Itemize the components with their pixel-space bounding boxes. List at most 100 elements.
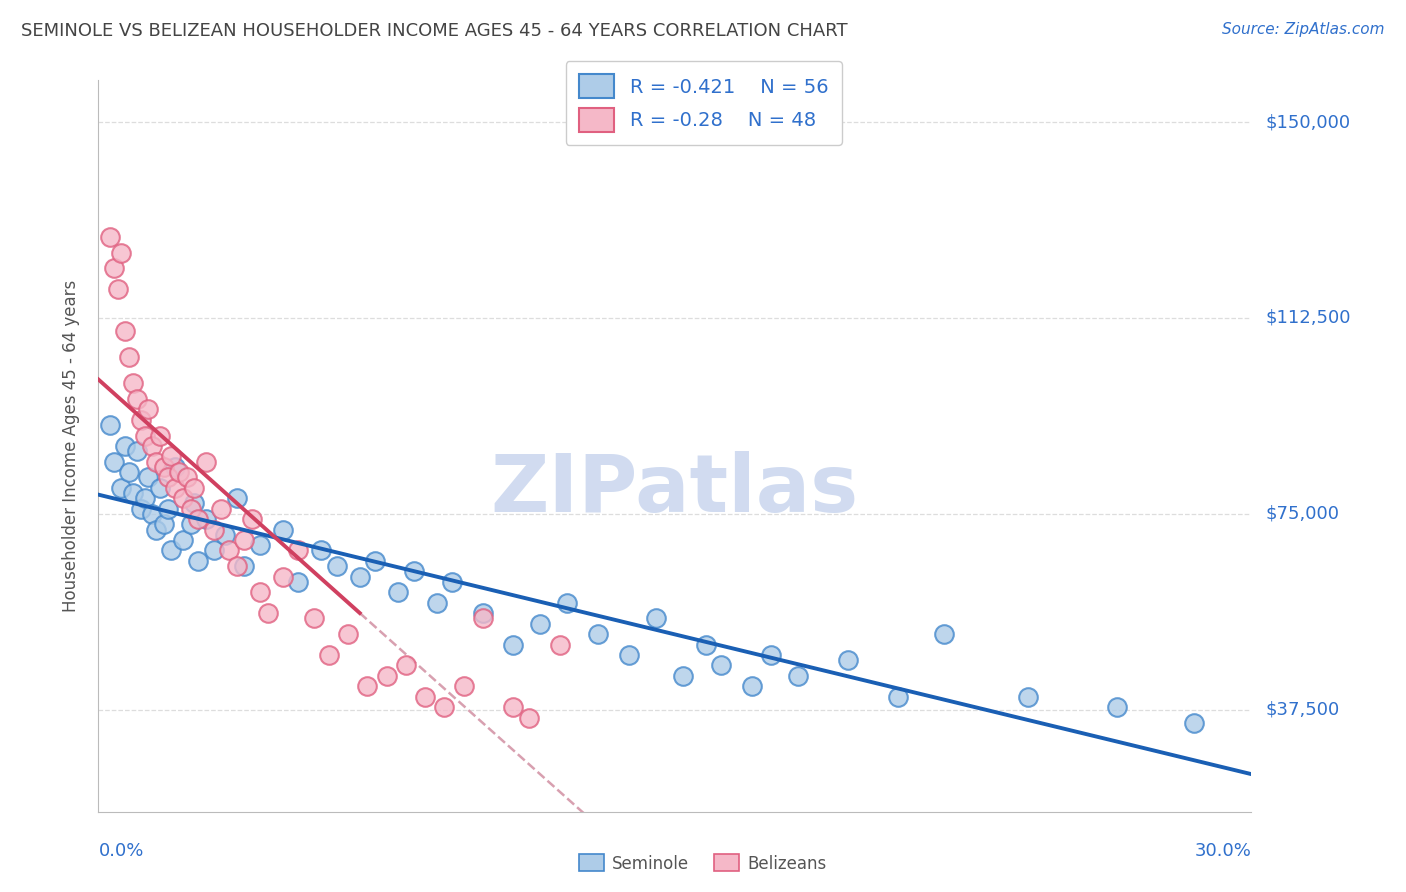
Point bbox=[160, 450, 183, 464]
Point bbox=[125, 444, 148, 458]
Point bbox=[395, 658, 418, 673]
Point bbox=[502, 700, 524, 714]
Point bbox=[529, 616, 551, 631]
Point bbox=[187, 554, 209, 568]
Text: $37,500: $37,500 bbox=[1265, 701, 1340, 719]
Point bbox=[786, 669, 808, 683]
Point bbox=[249, 585, 271, 599]
Point bbox=[311, 543, 333, 558]
Text: 0.0%: 0.0% bbox=[98, 842, 143, 860]
Point bbox=[172, 533, 194, 547]
Point bbox=[134, 428, 156, 442]
Point bbox=[402, 565, 425, 579]
Point bbox=[165, 459, 187, 474]
Point bbox=[149, 428, 172, 442]
Point bbox=[110, 481, 132, 495]
Point bbox=[671, 669, 693, 683]
Point bbox=[129, 501, 152, 516]
Point bbox=[118, 350, 141, 364]
Point bbox=[187, 512, 209, 526]
Point bbox=[225, 491, 247, 506]
Point bbox=[134, 491, 156, 506]
Point bbox=[387, 585, 409, 599]
Point bbox=[364, 554, 387, 568]
Point bbox=[138, 402, 160, 417]
Point bbox=[214, 528, 236, 542]
Point bbox=[176, 470, 198, 484]
Point bbox=[759, 648, 782, 662]
Point bbox=[695, 638, 717, 652]
Point bbox=[887, 690, 910, 704]
Point bbox=[1182, 715, 1205, 730]
Point bbox=[138, 470, 160, 484]
Point bbox=[337, 627, 360, 641]
Point bbox=[183, 496, 205, 510]
Y-axis label: Householder Income Ages 45 - 64 years: Householder Income Ages 45 - 64 years bbox=[62, 280, 80, 612]
Point bbox=[107, 282, 129, 296]
Point bbox=[502, 638, 524, 652]
Point bbox=[517, 711, 540, 725]
Point bbox=[125, 392, 148, 406]
Point bbox=[325, 559, 347, 574]
Point bbox=[160, 543, 183, 558]
Point bbox=[548, 638, 571, 652]
Point bbox=[172, 491, 194, 506]
Point bbox=[180, 501, 202, 516]
Point bbox=[103, 261, 125, 276]
Point bbox=[141, 507, 163, 521]
Point bbox=[103, 455, 125, 469]
Point bbox=[249, 538, 271, 552]
Text: $112,500: $112,500 bbox=[1265, 309, 1351, 327]
Point bbox=[471, 606, 494, 620]
Point bbox=[741, 679, 763, 693]
Point bbox=[375, 669, 398, 683]
Point bbox=[98, 230, 121, 244]
Point bbox=[183, 481, 205, 495]
Point bbox=[180, 517, 202, 532]
Point bbox=[453, 679, 475, 693]
Point bbox=[302, 611, 325, 625]
Point bbox=[426, 596, 449, 610]
Point bbox=[122, 376, 145, 391]
Point bbox=[149, 481, 172, 495]
Point bbox=[118, 465, 141, 479]
Point bbox=[225, 559, 247, 574]
Point bbox=[114, 324, 136, 338]
Point bbox=[145, 523, 167, 537]
Text: SEMINOLE VS BELIZEAN HOUSEHOLDER INCOME AGES 45 - 64 YEARS CORRELATION CHART: SEMINOLE VS BELIZEAN HOUSEHOLDER INCOME … bbox=[21, 22, 848, 40]
Point bbox=[837, 653, 859, 667]
Point bbox=[165, 481, 187, 495]
Point bbox=[110, 245, 132, 260]
Point bbox=[195, 512, 218, 526]
Point bbox=[145, 455, 167, 469]
Point bbox=[233, 559, 256, 574]
Point bbox=[114, 439, 136, 453]
Point bbox=[555, 596, 578, 610]
Point bbox=[932, 627, 955, 641]
Point bbox=[167, 465, 190, 479]
Point bbox=[152, 459, 174, 474]
Text: $150,000: $150,000 bbox=[1265, 113, 1350, 131]
Text: Source: ZipAtlas.com: Source: ZipAtlas.com bbox=[1222, 22, 1385, 37]
Point bbox=[433, 700, 456, 714]
Point bbox=[240, 512, 263, 526]
Point bbox=[129, 413, 152, 427]
Point bbox=[156, 501, 179, 516]
Point bbox=[233, 533, 256, 547]
Point bbox=[349, 569, 371, 583]
Point bbox=[156, 470, 179, 484]
Point bbox=[440, 574, 463, 589]
Point bbox=[644, 611, 666, 625]
Point bbox=[218, 543, 240, 558]
Point bbox=[202, 523, 225, 537]
Point bbox=[471, 611, 494, 625]
Point bbox=[413, 690, 436, 704]
Point bbox=[271, 569, 294, 583]
Point bbox=[98, 418, 121, 433]
Point bbox=[617, 648, 640, 662]
Text: ZIPatlas: ZIPatlas bbox=[491, 450, 859, 529]
Point bbox=[356, 679, 378, 693]
Text: $75,000: $75,000 bbox=[1265, 505, 1340, 523]
Point bbox=[586, 627, 609, 641]
Point bbox=[1105, 700, 1128, 714]
